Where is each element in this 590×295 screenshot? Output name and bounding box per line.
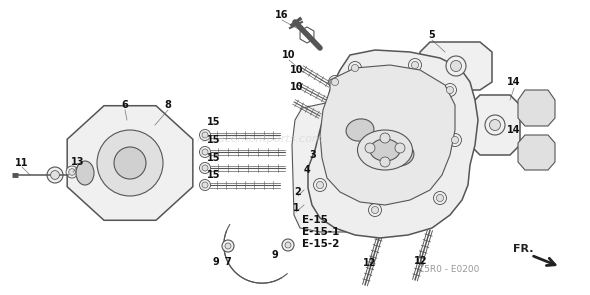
Text: 9: 9 [271,250,278,260]
Polygon shape [518,135,555,170]
Circle shape [316,181,323,189]
Text: 15: 15 [207,117,221,127]
Circle shape [285,242,291,248]
Text: FR.: FR. [513,244,533,254]
Text: 10: 10 [290,65,304,75]
Circle shape [313,178,326,191]
Text: 8: 8 [165,100,172,110]
Circle shape [369,204,382,217]
Circle shape [329,76,342,88]
Text: 7: 7 [225,257,231,267]
Circle shape [51,171,60,179]
Text: 14: 14 [507,125,521,135]
Circle shape [97,130,163,196]
Text: Z5R0 - E0200: Z5R0 - E0200 [418,266,479,274]
Ellipse shape [386,144,414,166]
Ellipse shape [76,161,94,185]
Text: 16: 16 [276,10,289,20]
Ellipse shape [346,119,374,141]
Text: 12: 12 [363,258,377,268]
Circle shape [411,61,418,68]
Circle shape [199,163,211,173]
Text: replacementparts.com: replacementparts.com [196,134,323,144]
Text: E-15-1: E-15-1 [302,227,339,237]
Polygon shape [470,95,520,155]
Polygon shape [308,50,478,238]
Text: E-15-2: E-15-2 [302,239,339,249]
Circle shape [380,157,390,167]
Text: 14: 14 [507,77,521,87]
Circle shape [372,206,379,214]
Circle shape [199,179,211,191]
Polygon shape [67,106,193,220]
Circle shape [437,194,444,201]
Circle shape [202,182,208,188]
Ellipse shape [358,130,412,170]
Circle shape [225,243,231,249]
Text: 13: 13 [71,157,85,167]
Circle shape [199,130,211,140]
Ellipse shape [370,139,400,161]
Text: 12: 12 [414,256,428,266]
Circle shape [365,143,375,153]
Text: 6: 6 [122,100,129,110]
Circle shape [199,147,211,158]
Circle shape [434,191,447,204]
Circle shape [490,119,500,130]
Text: 10: 10 [282,50,296,60]
Circle shape [202,165,208,171]
Circle shape [66,166,78,178]
Circle shape [444,83,457,96]
Text: 15: 15 [207,170,221,180]
Circle shape [47,167,63,183]
Circle shape [448,134,461,147]
Text: 3: 3 [310,150,316,160]
Circle shape [282,239,294,251]
Text: 1: 1 [293,203,299,213]
Circle shape [446,56,466,76]
Text: 9: 9 [212,257,219,267]
Polygon shape [292,97,395,232]
Text: 15: 15 [207,153,221,163]
Text: 5: 5 [428,30,435,40]
Text: E-15: E-15 [302,215,328,225]
Circle shape [68,169,76,175]
Circle shape [395,143,405,153]
Circle shape [380,133,390,143]
Circle shape [447,86,454,94]
Circle shape [349,61,362,75]
Text: 2: 2 [294,187,301,197]
Circle shape [222,240,234,252]
Polygon shape [518,90,555,126]
Circle shape [451,136,458,144]
Circle shape [202,132,208,138]
Text: 4: 4 [304,165,310,175]
Text: 15: 15 [207,135,221,145]
Text: 10: 10 [290,82,304,92]
Circle shape [408,58,421,71]
Text: 11: 11 [15,158,29,168]
Circle shape [332,78,339,86]
Circle shape [451,60,461,71]
Polygon shape [320,65,455,205]
Polygon shape [420,42,492,90]
Circle shape [352,64,359,72]
Circle shape [114,147,146,179]
Circle shape [202,149,208,155]
Circle shape [485,115,505,135]
